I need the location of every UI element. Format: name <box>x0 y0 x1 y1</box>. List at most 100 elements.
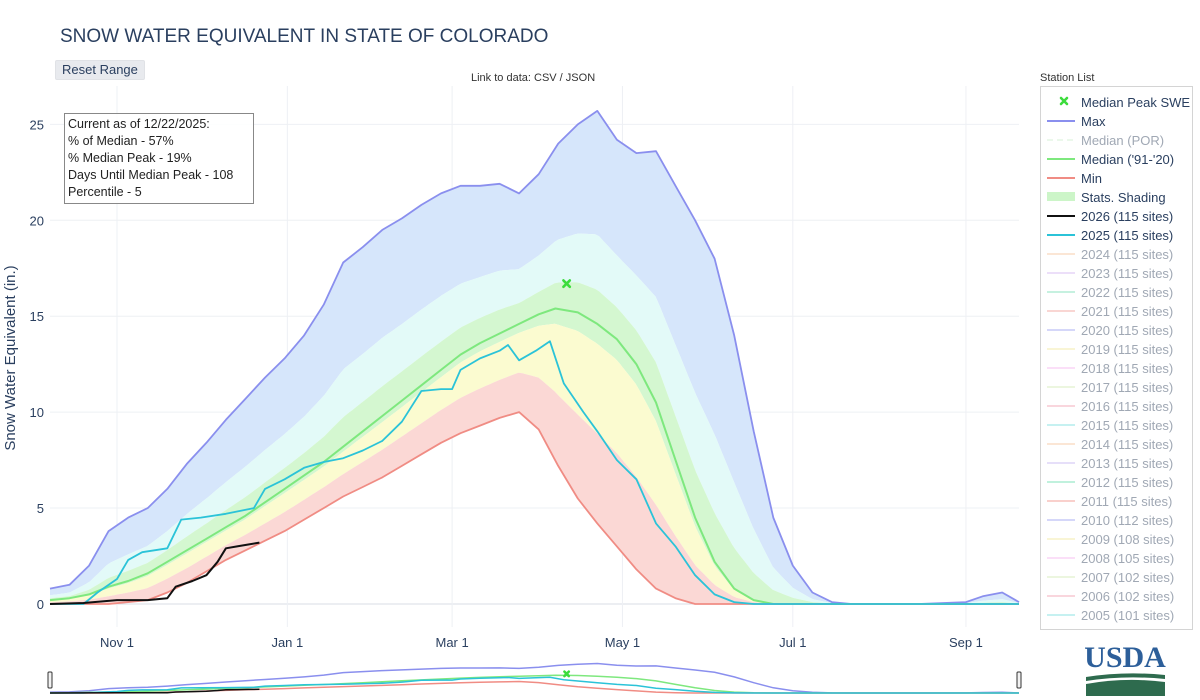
y-tick-label: 20 <box>30 213 44 228</box>
legend-item-label: 2019 (115 sites) <box>1081 342 1174 357</box>
legend-swatch <box>1047 462 1075 464</box>
legend-item[interactable]: 2012 (115 sites) <box>1041 473 1193 492</box>
y-tick-label: 25 <box>30 117 44 132</box>
legend-item-label: 2026 (115 sites) <box>1081 209 1174 224</box>
legend-swatch <box>1047 158 1075 160</box>
legend-item[interactable]: Median (POR) <box>1041 131 1193 150</box>
y-tick-label: 15 <box>30 309 44 324</box>
range-slider-line <box>49 688 260 694</box>
legend-item-label: 2008 (105 sites) <box>1081 551 1175 566</box>
legend-item[interactable]: Stats. Shading <box>1041 188 1193 207</box>
legend-item-label: 2024 (115 sites) <box>1081 247 1174 262</box>
legend-item[interactable]: 2008 (105 sites) <box>1041 549 1193 568</box>
range-slider-right-handle[interactable] <box>1016 671 1022 689</box>
current-conditions-box: Current as of 12/22/2025: % of Median - … <box>64 113 254 204</box>
usda-logo-text: USDA <box>1085 641 1166 674</box>
legend-item[interactable]: 2023 (115 sites) <box>1041 264 1193 283</box>
legend-item[interactable]: Min <box>1041 169 1193 188</box>
series-lines <box>49 110 1020 605</box>
usda-logo-field-2 <box>1086 679 1165 696</box>
legend-swatch <box>1047 405 1075 407</box>
x-marker-icon <box>1059 96 1069 106</box>
series-line-2026[interactable] <box>49 541 260 605</box>
legend-swatch <box>1047 614 1075 616</box>
legend-swatch <box>1047 215 1075 217</box>
range-slider-line <box>50 676 1019 694</box>
range-slider-left-handle[interactable] <box>47 671 53 689</box>
series-line-max[interactable] <box>49 110 1020 605</box>
y-tick-label: 5 <box>37 501 44 516</box>
legend-swatch <box>1047 595 1075 597</box>
reset-range-button[interactable]: Reset Range <box>55 60 145 80</box>
legend-swatch <box>1047 139 1075 141</box>
legend-item-label: 2021 (115 sites) <box>1081 304 1174 319</box>
legend-item-label: 2012 (115 sites) <box>1081 475 1174 490</box>
legend-item[interactable]: 2018 (115 sites) <box>1041 359 1193 378</box>
legend-item-label: Median (POR) <box>1081 133 1165 148</box>
legend-swatch <box>1047 538 1075 540</box>
legend-item[interactable]: 2024 (115 sites) <box>1041 245 1193 264</box>
chart-title: SNOW WATER EQUIVALENT IN STATE OF COLORA… <box>60 26 549 47</box>
legend-item[interactable]: Median ('91-'20) <box>1041 150 1193 169</box>
legend-item-label: Median Peak SWE <box>1081 95 1191 110</box>
legend-item[interactable]: 2020 (115 sites) <box>1041 321 1193 340</box>
legend-swatch <box>1047 557 1075 559</box>
legend-item[interactable]: 2013 (115 sites) <box>1041 454 1193 473</box>
json-link[interactable]: JSON <box>565 72 596 84</box>
series-line-min[interactable] <box>50 411 1019 605</box>
series-line-2025[interactable] <box>50 340 1019 605</box>
legend-item[interactable]: 2017 (115 sites) <box>1041 378 1193 397</box>
legend-item[interactable]: 2011 (115 sites) <box>1041 492 1193 511</box>
legend-item[interactable]: 2025 (115 sites) <box>1041 226 1193 245</box>
legend-item-label: 2013 (115 sites) <box>1081 456 1174 471</box>
legend-item[interactable]: Median Peak SWE <box>1041 93 1193 112</box>
station-list-label[interactable]: Station List <box>1040 72 1095 84</box>
legend-item[interactable]: 2015 (115 sites) <box>1041 416 1193 435</box>
y-tick-label: 10 <box>30 405 44 420</box>
legend-swatch <box>1047 481 1075 483</box>
legend-item-label: Max <box>1081 114 1106 129</box>
legend-item[interactable]: 2006 (102 sites) <box>1041 587 1193 606</box>
x-tick-label: May 1 <box>605 635 640 650</box>
legend-swatch <box>1047 310 1075 312</box>
legend-swatch <box>1047 291 1075 293</box>
legend-item[interactable]: 2007 (102 sites) <box>1041 568 1193 587</box>
range-slider[interactable] <box>47 661 1022 694</box>
legend-swatch <box>1047 443 1075 445</box>
legend-item[interactable]: 2014 (115 sites) <box>1041 435 1193 454</box>
y-tick-label: 0 <box>37 597 44 612</box>
legend-swatch <box>1047 272 1075 274</box>
legend-swatch <box>1047 500 1075 502</box>
stats-band <box>50 282 1019 604</box>
legend-item[interactable]: 2010 (112 sites) <box>1041 511 1193 530</box>
median-peak-marker[interactable] <box>562 279 572 289</box>
legend-item-label: 2018 (115 sites) <box>1081 361 1174 376</box>
x-tick-label: Mar 1 <box>436 635 469 650</box>
legend-item[interactable]: 2019 (115 sites) <box>1041 340 1193 359</box>
legend-item[interactable]: 2021 (115 sites) <box>1041 302 1193 321</box>
series-line-median[interactable] <box>49 307 1019 605</box>
tick-labels: 0 5 10 15 20 25 Nov 1 Jan 1 Mar 1 May 1 Jul 1 Sep 1 <box>30 117 983 650</box>
legend-swatch <box>1047 367 1075 369</box>
legend-item[interactable]: Max <box>1041 112 1193 131</box>
legend-swatch <box>1047 192 1075 201</box>
info-days-until-peak: Days Until Median Peak - 108 <box>68 168 234 182</box>
legend-item-label: Median ('91-'20) <box>1081 152 1175 167</box>
legend-swatch <box>1047 348 1075 350</box>
x-tick-label: Nov 1 <box>100 635 134 650</box>
csv-link[interactable]: CSV <box>534 72 557 84</box>
legend-item[interactable]: 2022 (115 sites) <box>1041 283 1193 302</box>
legend-item[interactable]: 2009 (108 sites) <box>1041 530 1193 549</box>
legend-swatch <box>1047 177 1075 179</box>
usda-logo: USDA <box>1085 641 1166 696</box>
stats-shading <box>50 112 1019 604</box>
legend-item[interactable]: 2026 (115 sites) <box>1041 207 1193 226</box>
legend-item[interactable]: 2005 (101 sites) <box>1041 606 1193 625</box>
legend-item[interactable]: 2016 (115 sites) <box>1041 397 1193 416</box>
legend-item-label: 2009 (108 sites) <box>1081 532 1175 547</box>
legend-item-label: 2014 (115 sites) <box>1081 437 1174 452</box>
range-slider-peak-marker[interactable] <box>563 670 571 678</box>
usda-logo-field-1 <box>1086 673 1165 696</box>
legend-swatch <box>1047 386 1075 388</box>
